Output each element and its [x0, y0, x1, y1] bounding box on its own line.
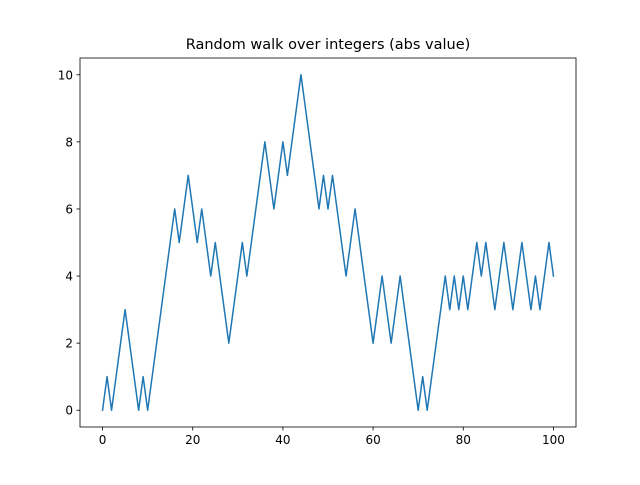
x-tick-label: 100 [542, 433, 565, 447]
y-tick-label: 2 [65, 337, 73, 351]
x-tick-label: 60 [365, 433, 380, 447]
y-tick-label: 10 [58, 68, 73, 82]
y-tick-label: 0 [65, 404, 73, 418]
y-tick-label: 4 [65, 270, 73, 284]
x-tick-label: 20 [185, 433, 200, 447]
x-tick-label: 0 [99, 433, 107, 447]
plot-frame [79, 57, 577, 428]
y-axis: 0 2 4 6 8 10 [58, 68, 80, 418]
x-tick-label: 80 [456, 433, 471, 447]
y-tick-label: 6 [65, 202, 73, 216]
x-axis: 0 20 40 60 80 100 [99, 427, 565, 447]
chart-title: Random walk over integers (abs value) [186, 37, 471, 53]
x-tick-label: 40 [275, 433, 290, 447]
series-line [101, 74, 555, 412]
y-tick-label: 8 [65, 135, 73, 149]
plot-area [101, 74, 555, 412]
